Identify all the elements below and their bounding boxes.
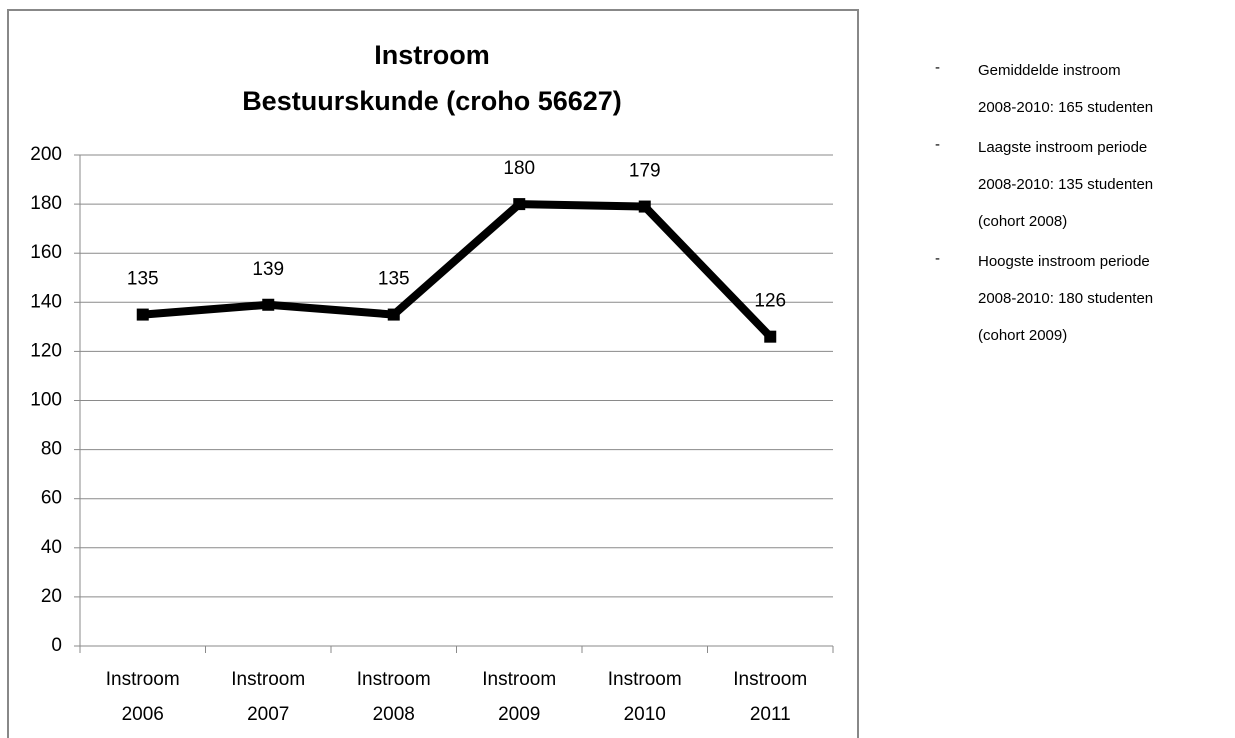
data-label: 180	[503, 158, 535, 179]
y-tick-label: 80	[41, 439, 62, 460]
note-text: 2008-2010: 165 studenten	[978, 99, 1153, 116]
x-tick-label: Instroom 2007	[231, 669, 305, 725]
bullet: -	[935, 59, 940, 76]
note-text: (cohort 2008)	[978, 213, 1067, 230]
marker	[262, 298, 275, 311]
x-tick-label: Instroom 2006	[106, 669, 180, 725]
marker	[136, 308, 149, 321]
x-tick-label: Instroom 2010	[608, 669, 682, 725]
chart-title: Bestuurskunde (croho 56627)	[242, 86, 622, 116]
y-tick-label: 0	[51, 635, 62, 656]
marker	[638, 200, 651, 213]
y-tick-label: 140	[30, 291, 62, 312]
x-tick-label: Instroom 2011	[733, 669, 807, 725]
bullet: -	[935, 136, 940, 153]
x-tick-label: Instroom 2009	[482, 669, 556, 725]
y-tick-label: 60	[41, 488, 62, 509]
bullet: -	[935, 250, 940, 267]
note-text: Gemiddelde instroom	[978, 62, 1121, 79]
marker	[764, 330, 777, 343]
note-text: 2008-2010: 135 studenten	[978, 176, 1153, 193]
y-tick-label: 180	[30, 193, 62, 214]
y-tick-label: 120	[30, 340, 62, 361]
y-tick-label: 20	[41, 586, 62, 607]
note-text: Laagste instroom periode	[978, 139, 1147, 156]
y-tick-label: 200	[30, 144, 62, 165]
data-line	[142, 200, 774, 340]
marker	[387, 308, 400, 321]
x-tick-label: Instroom 2008	[357, 669, 431, 725]
chart-frame	[7, 9, 859, 738]
note-text: 2008-2010: 180 studenten	[978, 290, 1153, 307]
data-label: 135	[127, 269, 159, 290]
y-tick-label: 160	[30, 242, 62, 263]
data-label: 126	[754, 291, 786, 312]
note-text: Hoogste instroom periode	[978, 253, 1150, 270]
data-label: 135	[378, 269, 410, 290]
marker	[513, 198, 526, 211]
y-tick-label: 40	[41, 537, 62, 558]
chart-title: Instroom	[374, 40, 490, 70]
y-tick-label: 100	[30, 390, 62, 411]
note-text: (cohort 2009)	[978, 327, 1067, 344]
data-label: 139	[252, 259, 284, 280]
data-label: 179	[629, 161, 661, 182]
